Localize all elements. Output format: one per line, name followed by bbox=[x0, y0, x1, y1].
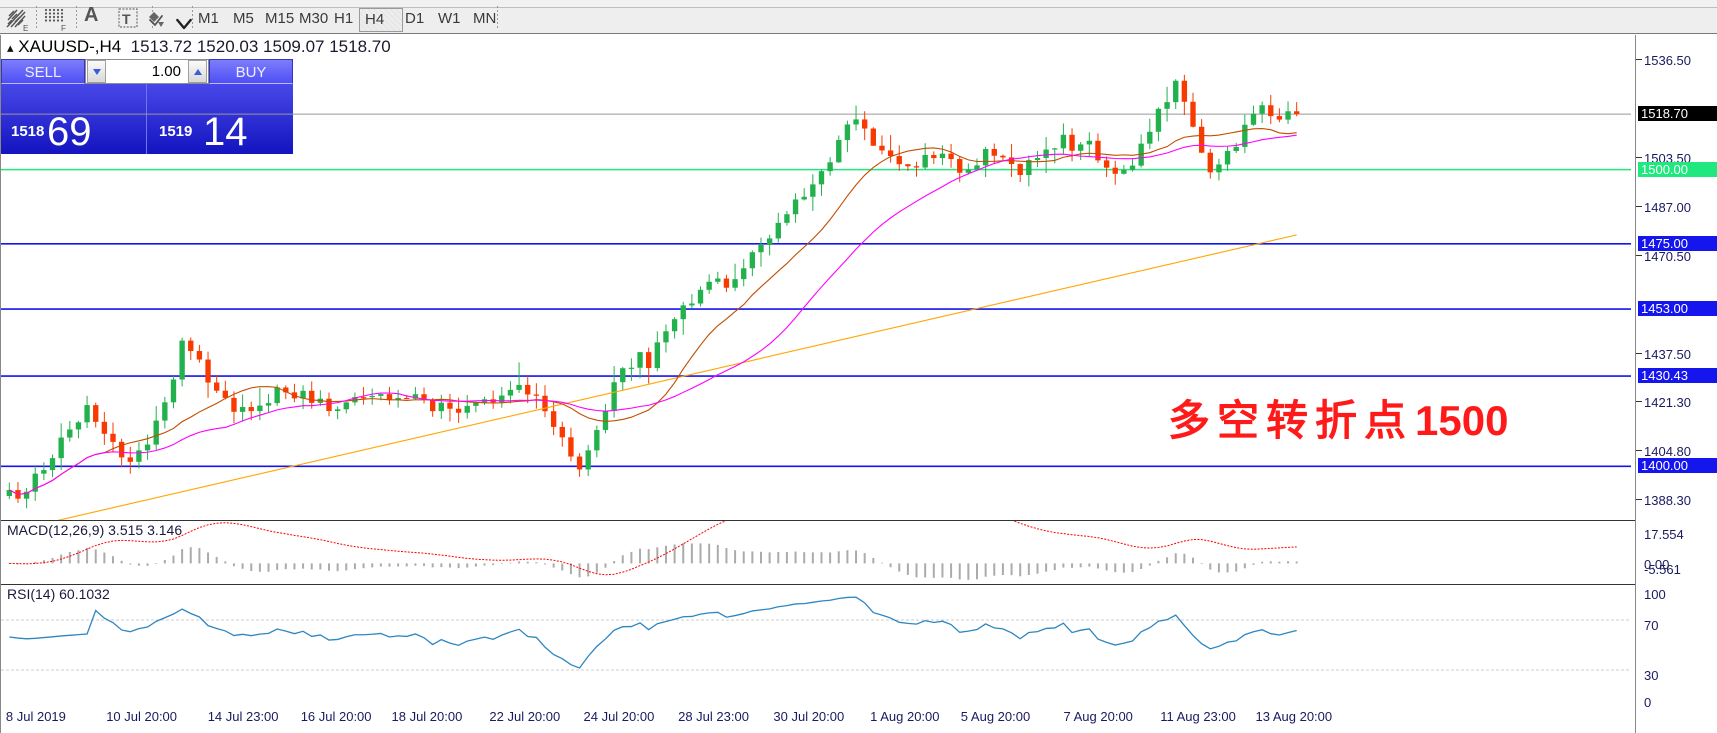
svg-text:F: F bbox=[61, 24, 66, 32]
svg-text:T: T bbox=[122, 11, 131, 27]
svg-text:E: E bbox=[23, 24, 28, 32]
